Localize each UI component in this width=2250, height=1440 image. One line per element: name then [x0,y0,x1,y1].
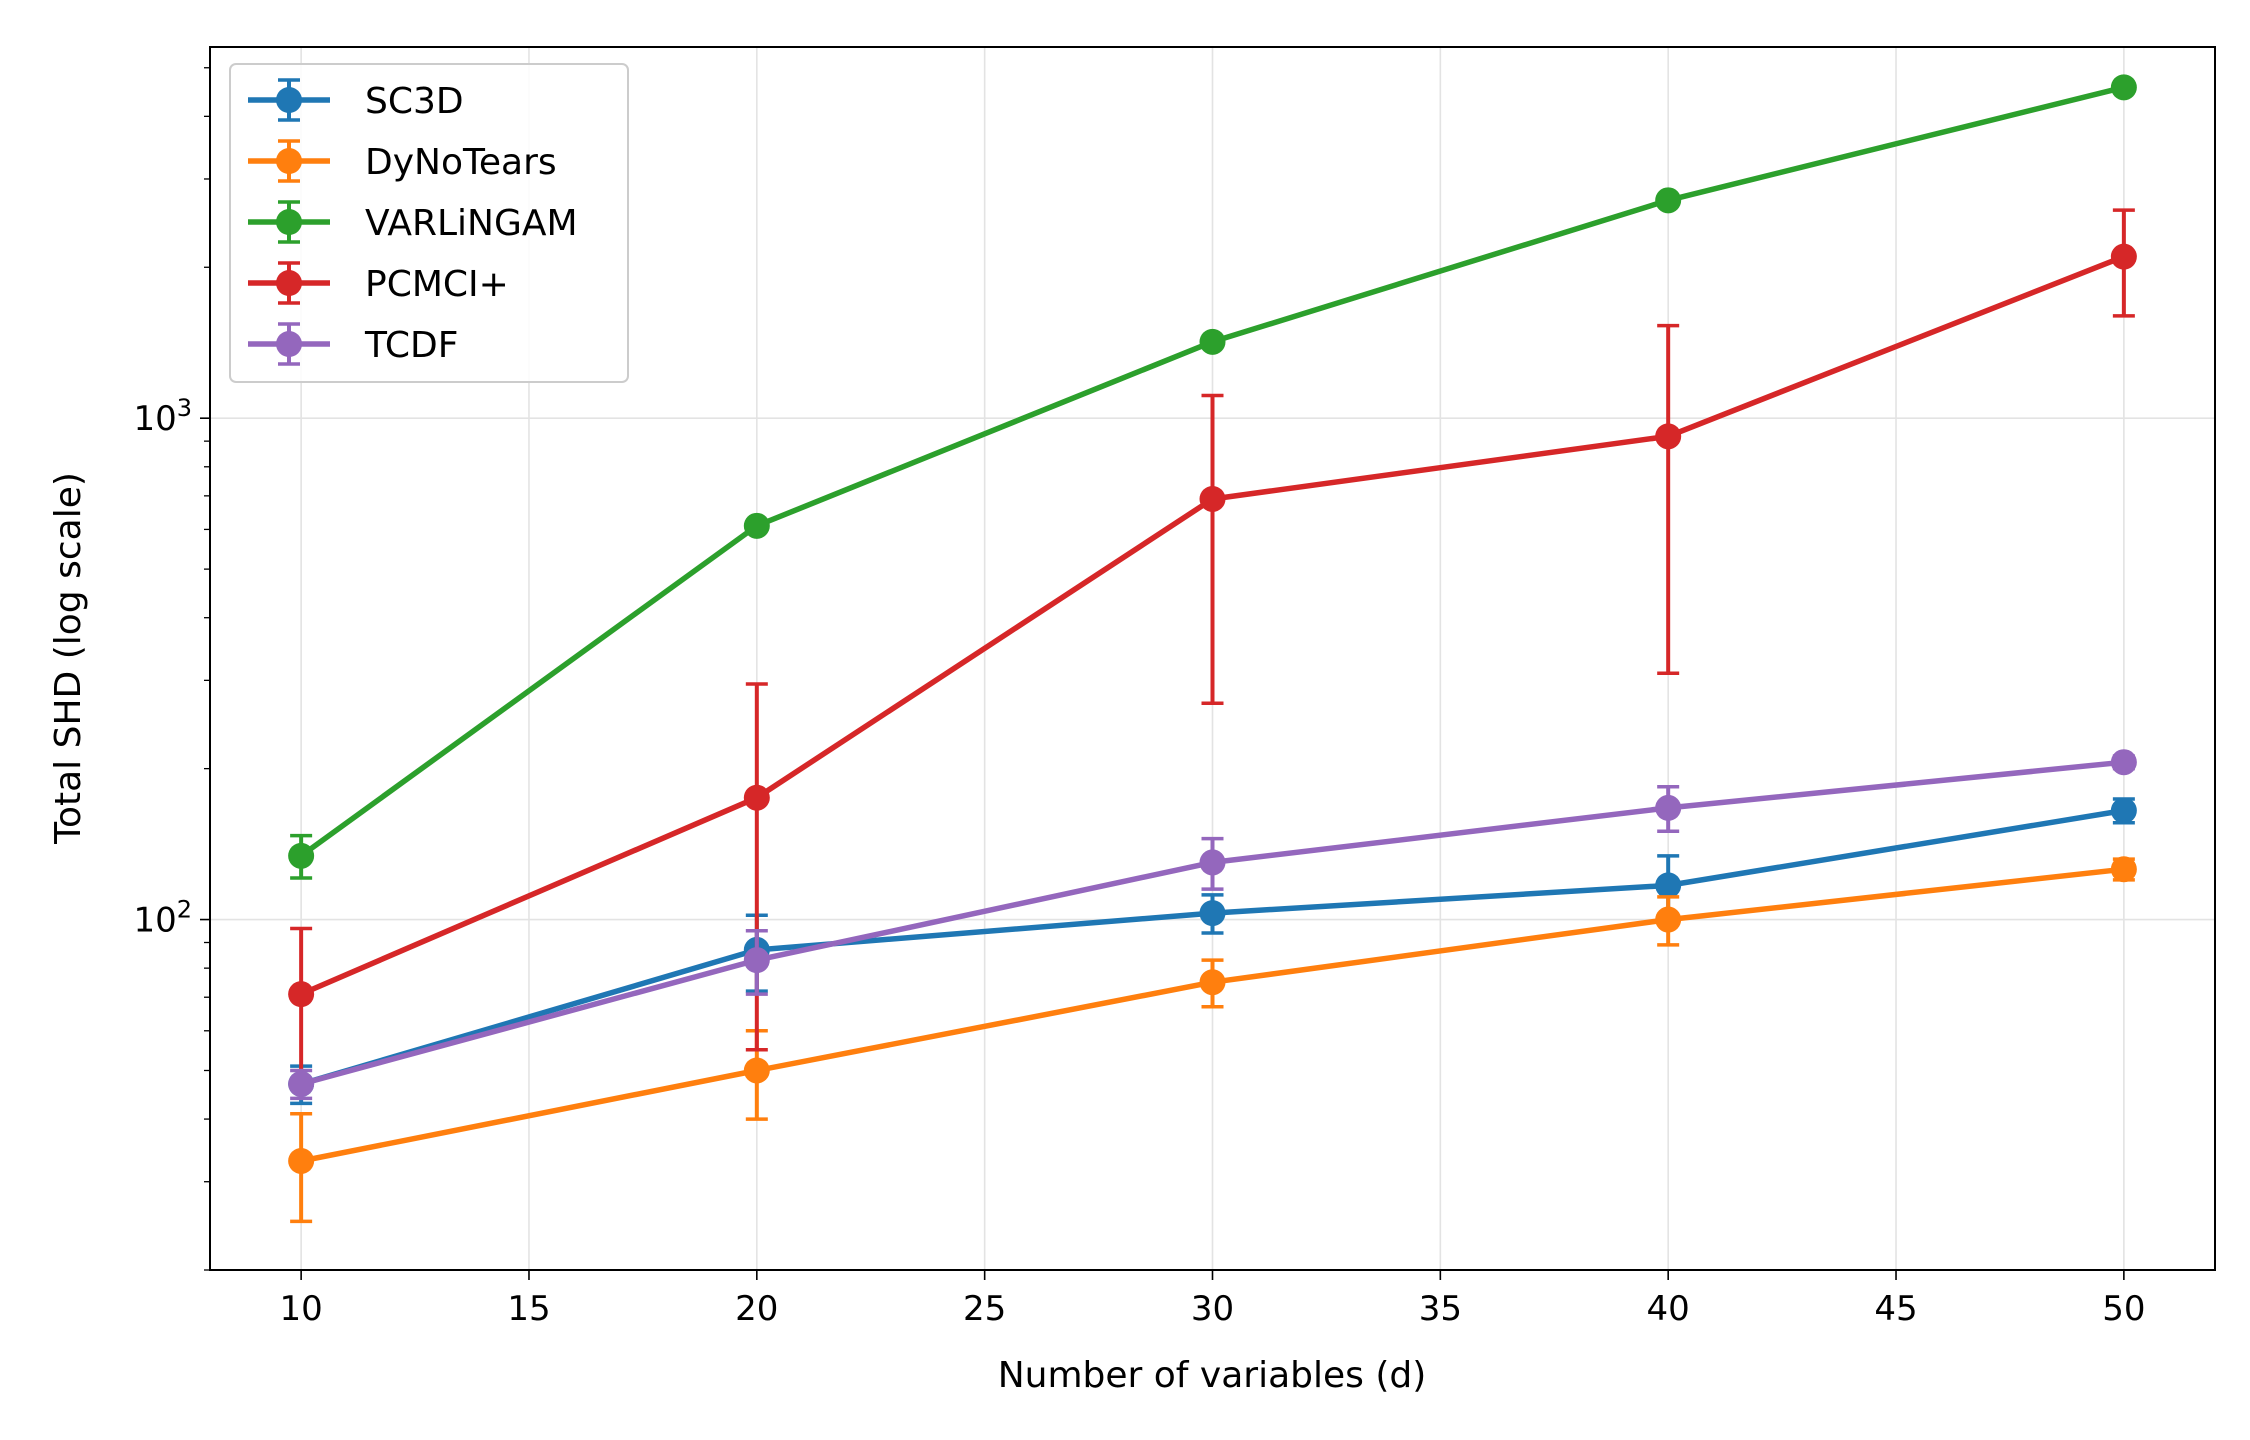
y-axis-label: Total SHD (log scale) [48,472,89,845]
x-tick-label: 35 [1419,1289,1462,1329]
data-point [1199,849,1226,876]
data-point [288,842,315,869]
legend-marker [276,270,302,296]
data-point [1655,187,1682,214]
data-point [2110,74,2137,101]
data-point [288,981,315,1008]
legend-entry: VARLiNGAM [248,200,578,244]
plot-series [288,74,2137,1224]
legend-entry: DyNoTears [248,139,557,183]
legend-entry: TCDF [248,322,458,366]
data-point [1655,872,1682,899]
x-axis-label: Number of variables (d) [998,1355,1427,1396]
data-point [1199,900,1226,927]
legend-label: DyNoTears [365,142,557,183]
y-tick-label-exponent: 2 [177,896,192,924]
data-point [1655,423,1682,450]
data-point [288,1147,315,1174]
data-point [2110,243,2137,270]
y-tick-label: 103 [133,394,192,439]
series-varlingam [288,74,2137,880]
x-tick-label: 10 [280,1289,323,1329]
legend-label: VARLiNGAM [365,203,578,244]
data-point [743,512,770,539]
data-point [1199,969,1226,996]
x-tick-label: 45 [1874,1289,1917,1329]
legend-label: TCDF [364,325,458,366]
legend-marker [276,331,302,357]
x-tick-label: 40 [1647,1289,1690,1329]
plot-frame [209,46,2216,1271]
legend: SC3D DyNoTears VARLiNGAM PCMCI+ TCDF [229,63,629,383]
data-point [2110,797,2137,824]
data-point [743,947,770,974]
data-point [1199,485,1226,512]
legend-label: PCMCI+ [365,264,509,305]
data-point [1199,328,1226,355]
y-tick-label-base: 10 [133,901,176,941]
x-tick-label: 25 [963,1289,1006,1329]
data-point [743,1057,770,1084]
data-point [743,784,770,811]
data-point [1655,906,1682,933]
legend-entry: SC3D [248,78,464,122]
x-tick-label: 20 [735,1289,778,1329]
legend-box [229,63,629,383]
x-tick-label: 30 [1191,1289,1234,1329]
y-tick-label-exponent: 3 [177,394,192,422]
legend-entry: PCMCI+ [248,261,509,305]
data-point [2110,749,2137,776]
data-point [1655,794,1682,821]
series-dynotears [288,856,2137,1224]
legend-label: SC3D [365,81,464,122]
y-tick-label-base: 10 [133,399,176,439]
legend-marker [276,209,302,235]
legend-marker [276,87,302,113]
x-tick-label: 50 [2102,1289,2145,1329]
data-point [2110,856,2137,883]
series-tcdf [288,749,2137,1101]
data-point [288,1070,315,1097]
y-tick-label: 102 [133,896,192,941]
x-tick-label: 15 [507,1289,550,1329]
legend-marker [276,148,302,174]
